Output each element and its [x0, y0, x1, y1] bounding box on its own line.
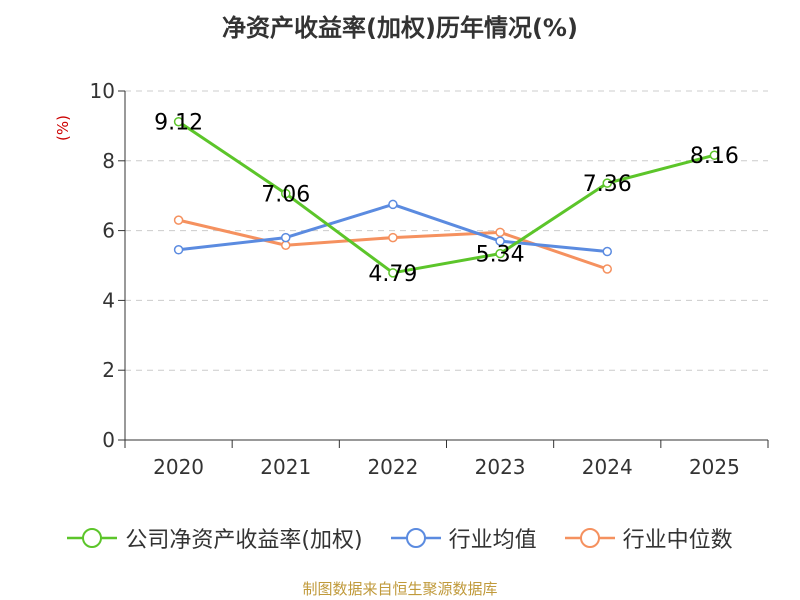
data-point — [495, 227, 505, 238]
data-point — [173, 116, 184, 127]
data-point — [602, 264, 612, 274]
legend-line-circle-icon — [67, 528, 118, 548]
y-tick-label: 8 — [102, 149, 115, 173]
y-tick-label: 10 — [90, 79, 115, 103]
legend-line-circle-icon — [564, 528, 615, 548]
data-label: 4.79 — [368, 262, 417, 287]
legend-item[interactable]: 行业中位数 — [564, 522, 733, 554]
x-tick-label: 2024 — [582, 455, 633, 479]
legend-item[interactable]: 行业均值 — [390, 522, 537, 554]
y-tick-label: 0 — [102, 428, 115, 452]
series-line-0 — [177, 120, 715, 275]
y-axis-label: (%) — [54, 115, 72, 141]
data-point — [602, 246, 612, 257]
data-point — [388, 268, 398, 278]
data-point — [281, 188, 291, 199]
data-label: 8.16 — [690, 144, 739, 169]
legend-label: 行业均值 — [448, 528, 537, 553]
y-tick-label: 4 — [102, 288, 115, 312]
chart-title: 净资产收益率(加权)历年情况(%) — [222, 14, 578, 42]
data-labels: 9.12 7.06 4.79 5.34 7.36 8.16 — [154, 111, 739, 287]
data-label: 9.12 — [154, 111, 203, 136]
data-point — [495, 248, 505, 259]
legend: 公司净资产收益率(加权) 行业均值 行业中位数 — [0, 522, 800, 554]
data-point — [388, 232, 398, 243]
data-point — [281, 240, 291, 251]
y-tick-label: 2 — [102, 358, 115, 382]
series-group — [173, 116, 720, 278]
axes: 0 2 4 6 8 10 2020 2021 2022 2023 2024 2025 — [90, 79, 769, 479]
legend-label: 行业中位数 — [622, 528, 733, 553]
source-note: 制图数据来自恒生聚源数据库 — [302, 580, 498, 598]
data-point — [281, 232, 291, 243]
data-label: 5.34 — [476, 243, 525, 268]
x-tick-label: 2021 — [260, 455, 311, 479]
x-tick-label: 2023 — [475, 455, 526, 479]
data-point — [173, 245, 184, 255]
data-point — [173, 215, 184, 225]
y-tick-label: 6 — [102, 219, 115, 243]
series-line-1 — [178, 202, 608, 254]
legend-item[interactable]: 公司净资产收益率(加权) — [67, 522, 363, 554]
x-tick-label: 2025 — [689, 455, 740, 479]
data-point — [709, 150, 720, 160]
grid-lines — [125, 90, 768, 371]
x-tick-label: 2022 — [367, 455, 418, 479]
data-point — [602, 178, 612, 188]
legend-line-circle-icon — [390, 528, 441, 548]
data-label: 7.36 — [583, 172, 632, 197]
data-point — [388, 199, 398, 210]
data-label: 7.06 — [261, 183, 310, 208]
x-tick-label: 2020 — [153, 455, 204, 479]
legend-label: 公司净资产收益率(加权) — [125, 528, 363, 553]
data-point — [495, 236, 505, 246]
